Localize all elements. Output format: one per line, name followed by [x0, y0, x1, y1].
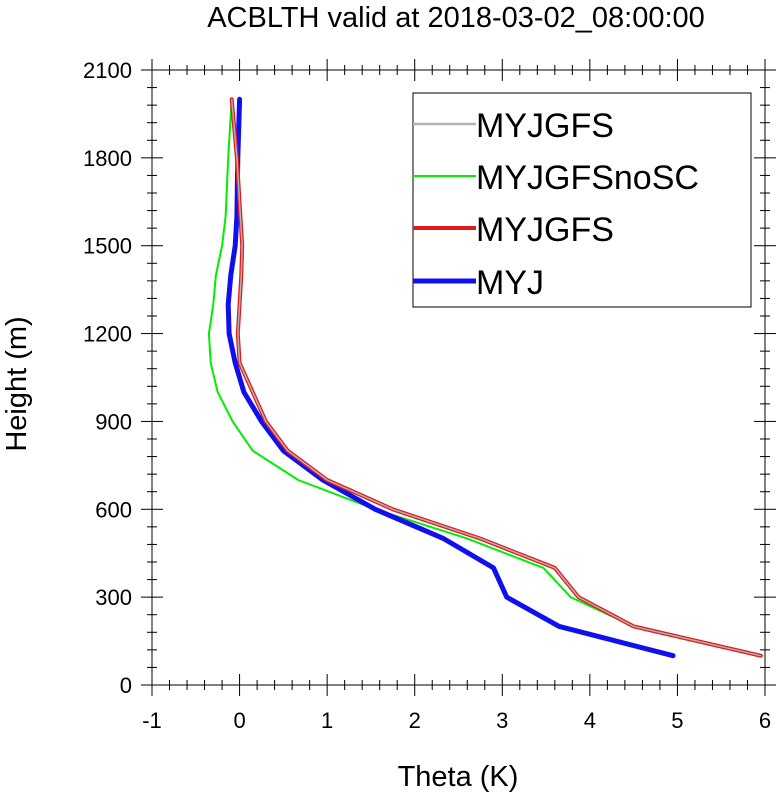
series-lines	[207, 96, 764, 659]
chart-title: ACBLTH valid at 2018-03-02_08:00:00	[207, 2, 705, 34]
legend-box	[412, 92, 752, 308]
y-tick-label: 300	[95, 585, 132, 610]
x-tick-label: 6	[759, 708, 771, 733]
legend-label-myj: MYJ	[476, 264, 544, 302]
series-line-myjgfsnosc	[207, 98, 764, 657]
y-axis-label: Height (m)	[1, 316, 33, 451]
x-tick-label: 0	[233, 708, 245, 733]
legend-label-myjgfs-gray: MYJGFS	[476, 107, 614, 145]
x-tick-label: 5	[671, 708, 683, 733]
y-tick-label: 900	[95, 409, 132, 434]
y-tick-label: 1800	[83, 146, 132, 171]
y-tick-label: 600	[95, 497, 132, 522]
series-line-myjgfs-gray	[230, 98, 762, 657]
x-tick-label: -1	[142, 708, 162, 733]
y-tick-label: 0	[120, 673, 132, 698]
y-tick-label: 1200	[83, 322, 132, 347]
x-tick-label: 4	[584, 708, 596, 733]
legend-label-myjgfsnosc: MYJGFSnoSC	[476, 159, 699, 197]
y-tick-label: 2100	[83, 58, 132, 83]
x-axis-label: Theta (K)	[398, 761, 519, 793]
x-tick-label: 1	[321, 708, 333, 733]
plot-frame	[151, 69, 766, 686]
x-tick-label: 3	[496, 708, 508, 733]
axis-ticks: -1 0 1 2 3 4 5 6 0 300 600 900 1200 1500 1800 2100	[83, 58, 776, 733]
series-line-myj	[225, 96, 676, 659]
legend: MYJGFS MYJGFSnoSC MYJGFS MYJ	[412, 92, 752, 308]
x-tick-label: 2	[409, 708, 421, 733]
y-tick-label: 1500	[83, 234, 132, 259]
legend-label-myjgfs-red: MYJGFS	[476, 211, 614, 249]
